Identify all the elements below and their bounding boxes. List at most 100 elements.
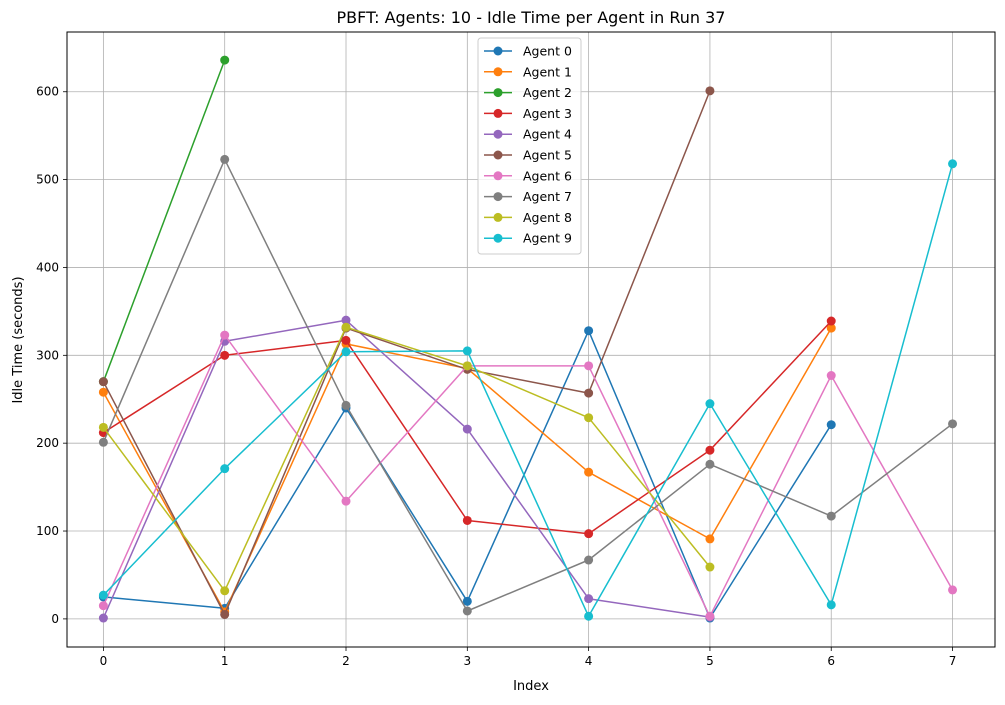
data-point — [826, 316, 836, 326]
data-point — [341, 335, 351, 345]
legend-item: Agent 5 — [484, 148, 572, 163]
x-tick-label: 6 — [827, 654, 835, 668]
series-agent-8 — [98, 322, 715, 596]
plot-frame — [66, 31, 996, 648]
legend-marker — [493, 150, 503, 160]
data-point — [584, 594, 594, 604]
y-tick-label: 300 — [36, 348, 59, 362]
legend-marker — [493, 67, 503, 77]
x-tick-label: 7 — [949, 654, 957, 668]
legend-marker — [493, 192, 503, 202]
data-point — [220, 586, 230, 596]
data-point — [948, 159, 958, 169]
data-point — [584, 611, 594, 621]
data-point — [705, 86, 715, 96]
y-tick-label: 400 — [36, 260, 59, 274]
x-tick-label: 3 — [463, 654, 471, 668]
x-axis-label: Index — [513, 679, 549, 694]
legend-marker — [493, 88, 503, 98]
data-point — [584, 413, 594, 423]
data-point — [220, 330, 230, 340]
legend-label: Agent 4 — [523, 127, 572, 142]
legend-label: Agent 6 — [523, 168, 572, 183]
data-point — [705, 399, 715, 409]
data-point — [826, 511, 836, 521]
legend-marker — [493, 129, 503, 139]
data-point — [584, 326, 594, 336]
legend-label: Agent 9 — [523, 231, 572, 246]
data-point — [826, 600, 836, 610]
data-point — [98, 601, 108, 611]
series-line — [102, 319, 711, 619]
legend-item: Agent 6 — [484, 168, 572, 183]
data-point — [462, 515, 472, 525]
data-point — [462, 346, 472, 356]
y-tick-label: 500 — [36, 173, 59, 187]
data-point — [341, 400, 351, 410]
legend-label: Agent 7 — [523, 189, 572, 204]
data-point — [220, 464, 230, 474]
data-point — [98, 422, 108, 432]
data-point — [220, 350, 230, 360]
legend-label: Agent 5 — [523, 148, 572, 163]
data-point — [462, 606, 472, 616]
legend-marker — [493, 108, 503, 118]
data-point — [705, 611, 715, 621]
legend-label: Agent 1 — [523, 64, 572, 79]
x-tick-label: 4 — [585, 654, 593, 668]
data-point — [462, 361, 472, 371]
data-point — [584, 467, 594, 477]
data-point — [220, 154, 230, 164]
data-point — [98, 387, 108, 397]
data-point — [826, 420, 836, 430]
data-point — [98, 437, 108, 447]
x-tick-label: 2 — [342, 654, 350, 668]
legend-marker — [493, 233, 503, 243]
x-tick-label: 5 — [706, 654, 714, 668]
series-line — [102, 90, 711, 616]
legend-label: Agent 0 — [523, 44, 572, 59]
data-point — [826, 371, 836, 381]
legend-item: Agent 8 — [484, 210, 572, 225]
series-agent-7 — [98, 154, 958, 616]
y-tick-label: 200 — [36, 436, 59, 450]
legend-label: Agent 2 — [523, 85, 572, 100]
data-point — [584, 555, 594, 565]
data-point — [220, 609, 230, 619]
data-point — [948, 419, 958, 429]
data-point — [705, 459, 715, 469]
axis-ticks: 0 1 2 3 4 5 6 7 0 100 200 300 400 500 600 — [36, 85, 956, 668]
data-point — [705, 445, 715, 455]
series-layer — [98, 55, 958, 623]
data-point — [341, 496, 351, 506]
data-point — [98, 613, 108, 623]
legend-marker — [493, 212, 503, 222]
data-point — [705, 562, 715, 572]
legend-marker — [493, 46, 503, 56]
data-point — [462, 424, 472, 434]
legend-item: Agent 0 — [484, 44, 572, 59]
series-agent-9 — [98, 159, 958, 621]
data-point — [584, 388, 594, 398]
legend-item: Agent 2 — [484, 85, 572, 100]
x-tick-label: 1 — [221, 654, 229, 668]
y-tick-label: 100 — [36, 524, 59, 538]
series-agent-6 — [98, 330, 958, 621]
data-point — [341, 315, 351, 325]
data-point — [705, 534, 715, 544]
legend-item: Agent 9 — [484, 231, 572, 246]
legend-item: Agent 4 — [484, 127, 572, 142]
data-point — [220, 55, 230, 65]
data-point — [98, 590, 108, 600]
data-point — [341, 347, 351, 357]
y-tick-label: 600 — [36, 85, 59, 99]
series-line — [102, 334, 954, 618]
data-point — [584, 529, 594, 539]
data-point — [584, 361, 594, 371]
x-tick-label: 0 — [100, 654, 108, 668]
legend-item: Agent 7 — [484, 189, 572, 204]
data-point — [462, 596, 472, 606]
series-line — [102, 163, 954, 618]
data-point — [341, 322, 351, 332]
